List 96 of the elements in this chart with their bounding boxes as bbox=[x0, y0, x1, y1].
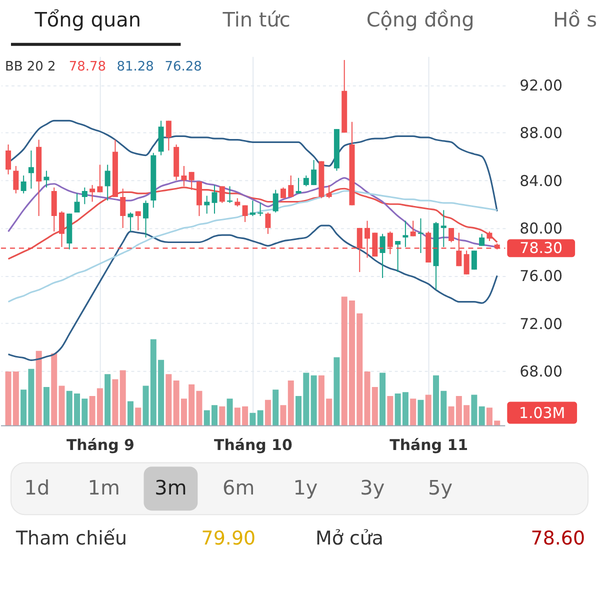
candlestick bbox=[204, 195, 210, 214]
bar bbox=[58, 386, 65, 426]
candlestick bbox=[410, 220, 416, 237]
bar bbox=[250, 412, 256, 426]
candlestick bbox=[6, 144, 12, 175]
candlestick bbox=[272, 189, 278, 213]
bar bbox=[418, 400, 424, 426]
y-tick-label: 72.00 bbox=[520, 314, 562, 333]
y-tick-label: 80.00 bbox=[520, 219, 562, 238]
annotation: 81.28 bbox=[116, 59, 154, 74]
candlestick bbox=[303, 175, 309, 187]
bar bbox=[219, 406, 226, 426]
text: 79.90 bbox=[201, 528, 256, 550]
bar bbox=[112, 379, 118, 426]
bar bbox=[380, 372, 386, 426]
candlestick bbox=[265, 212, 271, 234]
candlestick bbox=[395, 240, 401, 273]
x-tick-label: Tháng 11 bbox=[390, 436, 468, 454]
candlestick bbox=[44, 170, 50, 188]
candlestick bbox=[104, 164, 110, 202]
candlestick bbox=[448, 227, 454, 243]
line-series bbox=[7, 224, 498, 362]
bar bbox=[387, 396, 394, 426]
candlestick bbox=[28, 150, 34, 190]
text: 3y bbox=[360, 476, 385, 500]
candlestick bbox=[471, 250, 477, 270]
text: 1.03M bbox=[518, 404, 566, 422]
candlestick bbox=[402, 220, 408, 248]
bar bbox=[36, 350, 42, 426]
text: 1d bbox=[24, 476, 50, 500]
bar bbox=[288, 380, 294, 426]
y-tick-label: 92.00 bbox=[520, 76, 562, 94]
text: 1y bbox=[293, 476, 318, 500]
text: Cộng đồng bbox=[366, 7, 474, 32]
annotation: BB 20 2 bbox=[4, 59, 56, 74]
bar bbox=[127, 401, 134, 426]
candlestick bbox=[418, 218, 424, 254]
y-tick-label: 88.00 bbox=[520, 124, 562, 142]
candlestick bbox=[59, 210, 64, 248]
line-series bbox=[7, 190, 498, 303]
candlestick bbox=[250, 200, 256, 217]
text: Hồ s bbox=[553, 7, 598, 32]
candlestick bbox=[212, 184, 218, 214]
bar bbox=[120, 370, 126, 426]
bar bbox=[257, 410, 264, 426]
annotation: 78.78 bbox=[68, 59, 106, 74]
candlestick bbox=[74, 192, 80, 213]
text: 3m bbox=[154, 476, 187, 500]
candlestick bbox=[20, 175, 26, 194]
bar bbox=[272, 390, 279, 426]
bar bbox=[478, 406, 485, 426]
candlestick bbox=[380, 233, 386, 278]
annotation: 76.28 bbox=[164, 59, 202, 74]
candlestick bbox=[135, 210, 141, 231]
candlestick bbox=[128, 212, 134, 232]
bar bbox=[43, 387, 50, 426]
bar bbox=[135, 408, 142, 426]
text: 5y bbox=[428, 476, 453, 500]
text: Tổng quan bbox=[34, 7, 141, 32]
y-tick-label: 84.00 bbox=[520, 172, 562, 190]
y-tick-label: 68.00 bbox=[520, 362, 562, 380]
candlestick bbox=[166, 120, 172, 151]
candlestick bbox=[479, 233, 485, 246]
ref-line-label: 78.30 bbox=[520, 239, 563, 258]
bar bbox=[264, 400, 271, 426]
candlestick bbox=[90, 184, 96, 202]
candlestick bbox=[288, 175, 294, 198]
candlestick bbox=[242, 204, 248, 222]
candlestick bbox=[296, 177, 302, 194]
x-tick-label: Tháng 9 bbox=[66, 436, 134, 454]
candlestick bbox=[13, 165, 19, 194]
bar bbox=[51, 353, 58, 426]
bar bbox=[471, 394, 478, 426]
bar bbox=[104, 374, 111, 426]
bar bbox=[166, 374, 172, 426]
candlestick bbox=[440, 210, 446, 248]
bar bbox=[310, 375, 317, 426]
text: Tham chiếu bbox=[14, 528, 128, 550]
text: 1m bbox=[88, 476, 120, 500]
candlestick bbox=[143, 200, 149, 238]
text: Tin tức bbox=[222, 7, 290, 32]
candlestick bbox=[311, 160, 317, 186]
text: 6m bbox=[222, 476, 255, 500]
bar bbox=[334, 357, 340, 426]
bar bbox=[280, 405, 286, 426]
bar bbox=[410, 398, 416, 426]
candlestick bbox=[82, 186, 88, 205]
candlestick bbox=[486, 231, 492, 242]
x-tick-label: Tháng 10 bbox=[214, 436, 292, 454]
text: 78.60 bbox=[530, 528, 586, 550]
candlestick bbox=[97, 164, 103, 193]
candlestick bbox=[464, 250, 470, 275]
bar bbox=[226, 398, 233, 426]
text: Mở cửa bbox=[315, 528, 384, 550]
bar bbox=[425, 394, 432, 426]
y-tick-label: 76.00 bbox=[520, 267, 562, 286]
